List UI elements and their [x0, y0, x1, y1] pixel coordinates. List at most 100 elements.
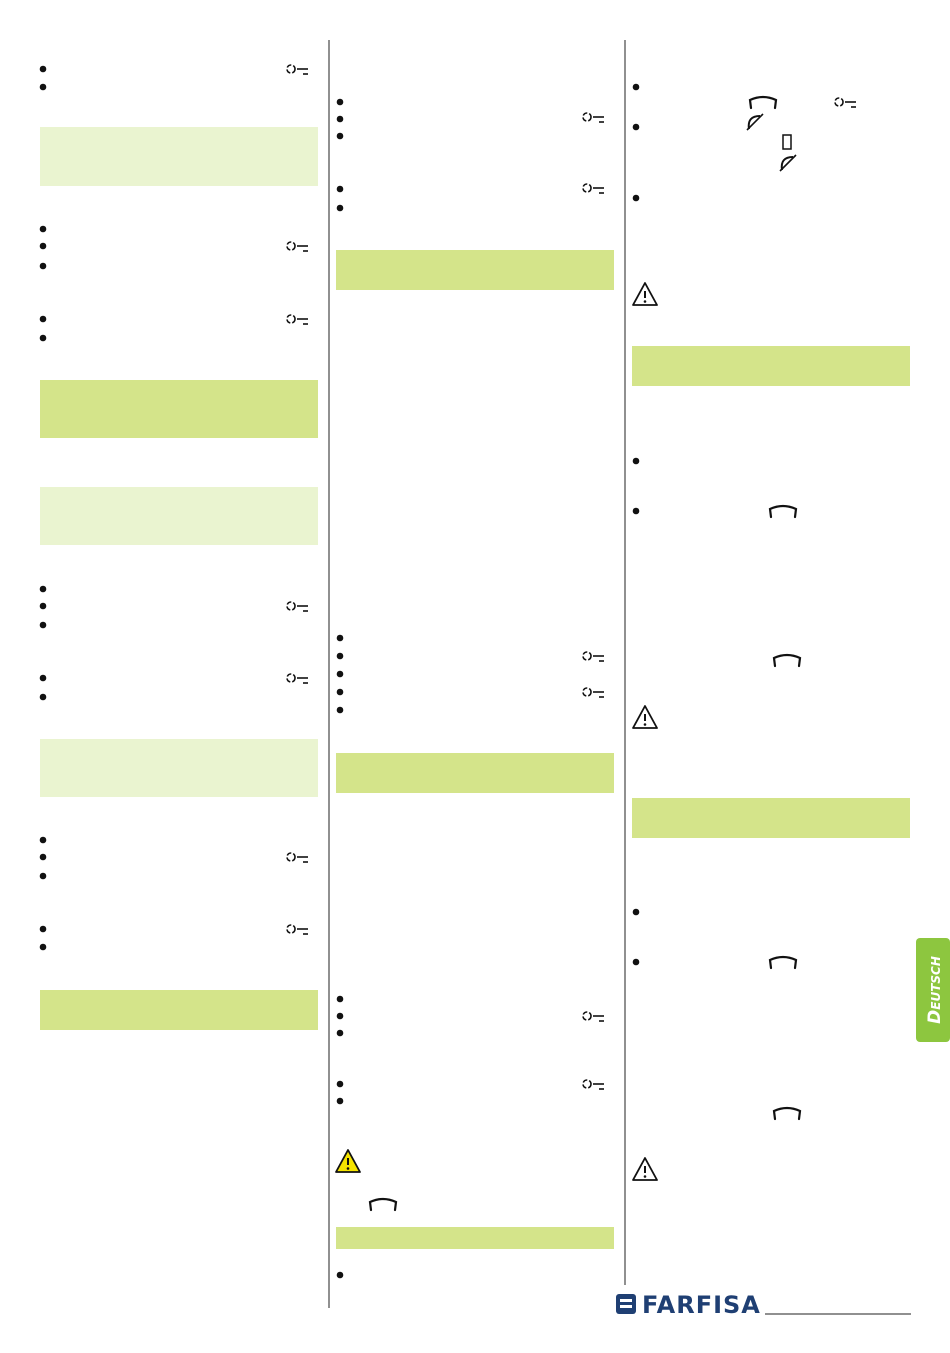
mute-slash — [779, 154, 797, 172]
key-icon — [286, 924, 308, 935]
mute-handset — [747, 115, 761, 130]
bullet — [336, 634, 344, 642]
bullet — [39, 225, 47, 233]
key-icon — [582, 687, 604, 698]
bullet — [336, 1080, 344, 1088]
bullet — [39, 925, 47, 933]
section-heading-box — [632, 346, 910, 386]
bullet — [39, 65, 47, 73]
bullet — [39, 602, 47, 610]
bullet — [39, 585, 47, 593]
warning-dot — [643, 300, 647, 303]
key-ring — [834, 97, 844, 107]
key-icon — [834, 97, 856, 108]
bullet — [39, 315, 47, 323]
bullet — [632, 194, 640, 202]
warning-dot — [346, 1167, 350, 1170]
bullet — [39, 853, 47, 861]
handset-icon — [368, 1197, 398, 1212]
bullet — [39, 242, 47, 250]
key-ring — [286, 852, 296, 862]
key-ring — [286, 673, 296, 683]
key-icon — [286, 314, 308, 325]
bullet — [632, 457, 640, 465]
bullet — [336, 1012, 344, 1020]
warning-dot — [643, 1175, 647, 1178]
section-heading-box — [40, 990, 318, 1030]
section-heading-box — [632, 798, 910, 838]
key-icon — [286, 64, 308, 75]
mute-slash — [746, 113, 764, 131]
bullet — [39, 83, 47, 91]
key-ring — [286, 601, 296, 611]
key-ring — [286, 924, 296, 934]
logo-mark — [616, 1294, 636, 1314]
bullet — [336, 995, 344, 1003]
handset-icon — [748, 95, 778, 110]
key-ring — [582, 651, 592, 661]
key-icon — [582, 112, 604, 123]
bullet — [336, 204, 344, 212]
bullet — [336, 706, 344, 714]
key-ring — [582, 112, 592, 122]
bullet — [39, 836, 47, 844]
bullet — [336, 688, 344, 696]
bullet — [39, 674, 47, 682]
handset-icon — [768, 504, 798, 519]
bullet — [39, 693, 47, 701]
door-icon — [782, 134, 792, 150]
key-icon — [582, 1011, 604, 1022]
bullet — [336, 1097, 344, 1105]
section-heading-box — [336, 753, 614, 793]
key-icon — [582, 651, 604, 662]
bullet — [336, 652, 344, 660]
language-tab — [916, 938, 950, 1042]
key-icon — [286, 852, 308, 863]
handset-icon — [768, 955, 798, 970]
bullet — [336, 132, 344, 140]
bullet — [336, 1271, 344, 1279]
section-heading-box — [336, 1227, 614, 1249]
warning-icon — [632, 1157, 658, 1181]
section-heading-box — [40, 127, 318, 186]
section-heading-box — [336, 250, 614, 290]
key-ring — [582, 183, 592, 193]
section-heading-box — [40, 380, 318, 438]
bullet — [632, 83, 640, 91]
handset-icon — [772, 1106, 802, 1121]
key-icon — [582, 1079, 604, 1090]
warning-icon — [632, 282, 658, 306]
bullet — [632, 908, 640, 916]
bullet — [39, 872, 47, 880]
bullet — [336, 185, 344, 193]
key-icon — [286, 601, 308, 612]
bullet — [336, 1029, 344, 1037]
bullet — [632, 123, 640, 131]
section-heading-box — [40, 487, 318, 545]
bullet — [39, 262, 47, 270]
key-ring — [286, 64, 296, 74]
key-ring — [286, 314, 296, 324]
key-ring — [582, 687, 592, 697]
key-ring — [582, 1011, 592, 1021]
brand-logo: FARFISA — [642, 1291, 761, 1319]
warning-icon — [632, 705, 658, 729]
mute-icon — [779, 154, 797, 172]
section-heading-box — [40, 739, 318, 797]
bullet — [632, 507, 640, 515]
bullet — [336, 670, 344, 678]
language-tab-label: Deutsch — [925, 956, 945, 1024]
mute-icon — [746, 113, 764, 131]
handset-icon — [772, 653, 802, 668]
warning-icon — [335, 1149, 361, 1173]
key-icon — [286, 673, 308, 684]
bullet — [336, 115, 344, 123]
bullet — [39, 621, 47, 629]
key-icon — [582, 183, 604, 194]
mute-handset — [780, 156, 794, 171]
bullet — [39, 334, 47, 342]
bullet — [632, 958, 640, 966]
warning-dot — [643, 723, 647, 726]
key-ring — [582, 1079, 592, 1089]
